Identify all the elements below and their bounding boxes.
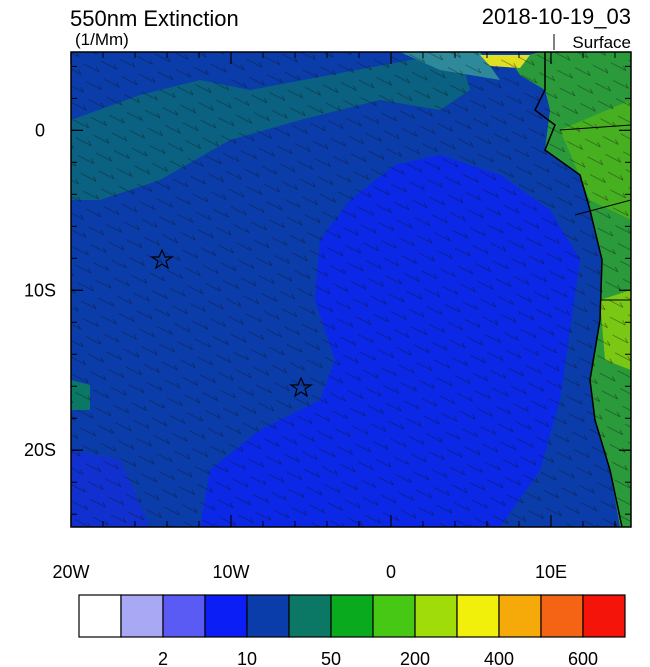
colorbar-label: 600 <box>568 649 598 667</box>
colorbar-box <box>162 594 206 638</box>
title: 550nm Extinction <box>70 6 239 31</box>
borders <box>559 124 631 301</box>
site-marker <box>289 376 313 398</box>
x-tick-label: 10W <box>212 562 249 582</box>
site-marker <box>150 248 174 270</box>
colorbar-box <box>288 594 332 638</box>
colorbar-box <box>582 594 626 638</box>
y-tick-label: 0 <box>35 120 45 140</box>
colorbar-box <box>204 594 248 638</box>
colorbar-box <box>78 594 122 638</box>
colorbar-box <box>330 594 374 638</box>
colorbar-box <box>540 594 584 638</box>
x-tick-label: 10E <box>535 562 567 582</box>
x-tick-label: 0 <box>386 562 396 582</box>
units: (1/Mm) <box>75 30 129 49</box>
wind-barbs <box>71 52 631 527</box>
colorbar-box <box>246 594 290 638</box>
colorbar-label: 10 <box>237 649 257 667</box>
level: Surface <box>572 33 631 52</box>
colorbar-box <box>498 594 542 638</box>
y-tick-label: 10S <box>24 280 56 300</box>
colorbar-label: 50 <box>321 649 341 667</box>
plot-frame <box>70 51 632 528</box>
map-field <box>71 52 631 527</box>
coastline <box>534 52 623 527</box>
colorbar-box <box>414 594 458 638</box>
colorbar-box <box>120 594 164 638</box>
colorbar-label: 2 <box>158 649 168 667</box>
colorbar-box <box>372 594 416 638</box>
colorbar-label: 400 <box>484 649 514 667</box>
x-tick-label: 20W <box>52 562 89 582</box>
colorbar-box <box>456 594 500 638</box>
y-tick-label: 20S <box>24 440 56 460</box>
colorbar-label: 200 <box>400 649 430 667</box>
date: 2018-10-19_03 <box>482 4 631 29</box>
